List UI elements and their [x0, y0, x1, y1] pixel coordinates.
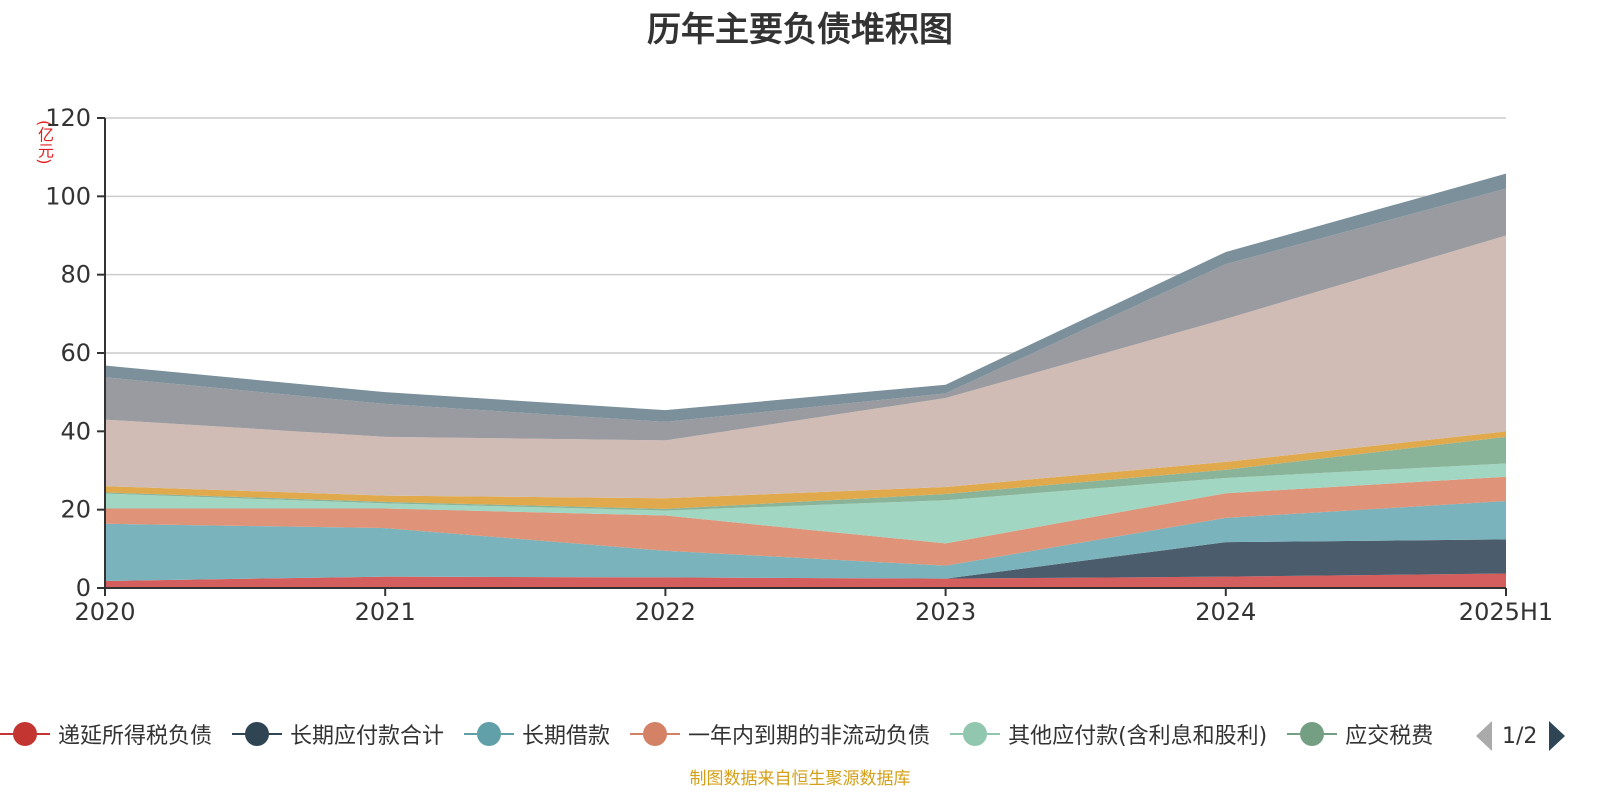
legend-label: 其他应付款(含利息和股利)	[1008, 724, 1268, 749]
area-series-4	[105, 476, 1506, 566]
x-tick-label: 2020	[74, 598, 135, 626]
area-series-9	[105, 188, 1506, 441]
x-tick-label: 2021	[355, 598, 416, 626]
legend-item[interactable]: 长期借款	[464, 716, 610, 752]
x-tick-label: 2022	[635, 598, 696, 626]
legend-label: 长期借款	[522, 724, 611, 749]
legend-marker-icon	[1287, 719, 1338, 749]
y-tick-label: 20	[60, 496, 91, 524]
legend-prev-page-icon[interactable]	[1476, 721, 1492, 751]
axes: 0 20 40 60 80 100 120 2020 2021 2022 2023 2024 2025H…	[45, 104, 1553, 626]
legend-label: 一年内到期的非流动负债	[688, 724, 931, 749]
legend-marker-icon	[630, 719, 681, 749]
legend-label: 应交税费	[1345, 724, 1434, 749]
chart-title: 历年主要负债堆积图	[647, 10, 953, 50]
x-tick-label: 2024	[1195, 598, 1256, 626]
x-tick-label: 2023	[915, 598, 976, 626]
area-series-6	[105, 436, 1506, 511]
chart-plot: 0 20 40 60 80 100 120 2020 2021 2022 2023 2024 2025H…	[45, 104, 1553, 626]
legend-label: 长期应付款合计	[290, 724, 445, 749]
area-series-7	[105, 431, 1506, 509]
y-tick-label: 100	[45, 182, 91, 210]
legend-label: 递延所得税负债	[58, 724, 213, 749]
legend-pager: 1/2	[1476, 718, 1566, 754]
legend-marker-icon	[0, 719, 50, 749]
stacked-areas	[105, 173, 1506, 588]
y-tick-label: 120	[45, 104, 91, 132]
legend-page-indicator: 1/2	[1502, 723, 1538, 749]
legend-next-page-icon[interactable]	[1549, 721, 1566, 751]
legend-marker-icon	[232, 719, 283, 749]
legend-item[interactable]: 应交税费	[1287, 716, 1433, 752]
y-tick-label: 40	[60, 417, 91, 445]
area-series-3	[105, 501, 1506, 581]
y-tick-label: 0	[76, 574, 91, 602]
legend: 递延所得税负债 长期应付款合计 长期借款 一年内到期的非流动负债 其他应付款(含利息和股…	[0, 716, 1478, 752]
x-tick-label: 2025H1	[1459, 598, 1553, 626]
y-tick-label: 60	[60, 339, 91, 367]
legend-marker-icon	[950, 719, 1001, 749]
area-series-1	[105, 573, 1506, 588]
area-series-2	[105, 539, 1506, 581]
area-series-8	[105, 235, 1506, 499]
legend-item[interactable]: 其他应付款(含利息和股利)	[950, 716, 1267, 752]
legend-item[interactable]: 长期应付款合计	[232, 716, 444, 752]
source-note: 制图数据来自恒生聚源数据库	[689, 769, 911, 789]
y-tick-label: 80	[60, 261, 91, 289]
legend-item[interactable]: 一年内到期的非流动负债	[630, 716, 930, 752]
legend-marker-icon	[464, 719, 515, 749]
y-axis-unit-label: (亿元)	[35, 120, 54, 165]
legend-item[interactable]: 递延所得税负债	[0, 716, 212, 752]
